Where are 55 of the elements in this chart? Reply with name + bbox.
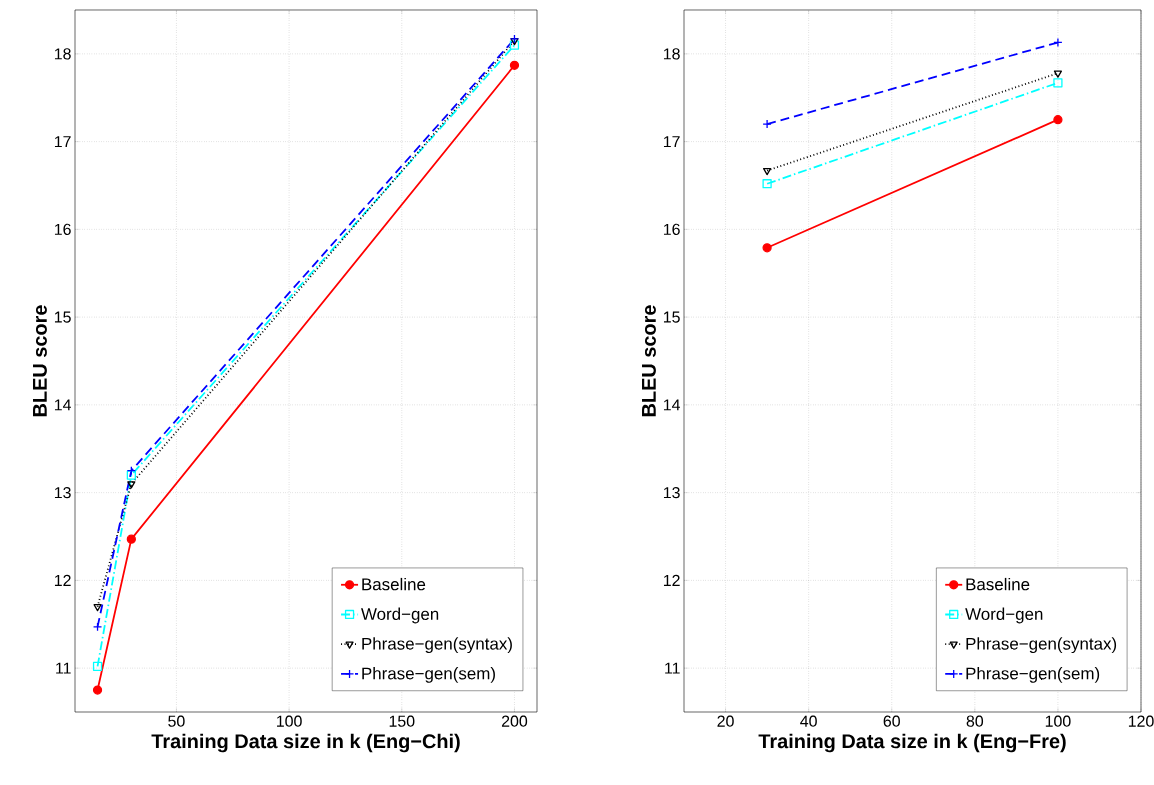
x-tick-label: 40 [800,715,817,727]
y-tick-label: 13 [663,486,680,499]
y-tick-label: 15 [54,311,71,323]
point [127,481,136,489]
y-tick-label: 17 [663,136,680,148]
y-tick-label: 11 [56,662,71,674]
point [1053,78,1063,88]
y-tick-label: 11 [665,662,680,674]
y-tick-label: 18 [663,48,680,60]
x-tick-label: 150 [389,715,415,727]
point [509,40,520,50]
legend-label: Baseline [966,577,1030,591]
y-tick-label: 18 [54,48,71,60]
y-axis-title: BLEU score [33,305,47,417]
y-tick-label: 14 [54,399,71,411]
point [762,243,772,253]
legend-label: Word−gen [361,607,439,624]
x-tick-label: 50 [168,715,185,727]
y-tick-label: 17 [54,136,71,148]
x-tick-label: 120 [1128,715,1154,727]
y-tick-label: 12 [663,574,680,586]
legend-label: Word−gen [965,607,1043,624]
point [509,60,520,70]
point [1053,37,1063,48]
legend-label: Phrase−gen(sem) [966,667,1100,683]
point [1053,115,1063,125]
point [92,622,103,632]
x-axis-title: Training Data size in k (Eng−Fre) [758,733,1066,753]
point [509,34,520,44]
y-tick-label: 12 [54,574,71,586]
y-tick-label: 16 [663,223,680,236]
y-tick-label: 15 [663,311,680,323]
point [126,534,136,544]
y-axis-title: BLEU score [642,305,656,417]
legend-label: Phrase−gen(syntax) [966,637,1117,654]
x-tick-label: 100 [277,715,302,727]
point [126,470,136,480]
x-tick-label: 100 [1045,715,1071,727]
x-axis-title: Training Data size in k (Eng−Chi) [151,733,460,753]
point [762,179,772,189]
x-tick-label: 60 [883,715,900,727]
point [93,604,102,612]
x-tick-label: 80 [966,715,984,727]
point [92,661,103,672]
legend-label: Baseline [362,577,426,591]
x-tick-label: 20 [717,715,734,727]
x-tick-label: 200 [501,715,528,727]
point [510,38,519,46]
y-tick-label: 16 [54,223,71,236]
point [762,119,772,129]
legend-label: Phrase−gen(sem) [362,667,495,683]
y-tick-label: 14 [663,399,681,411]
y-tick-label: 13 [54,486,71,499]
legend-label: Phrase−gen(syntax) [362,637,512,654]
point [92,685,103,695]
